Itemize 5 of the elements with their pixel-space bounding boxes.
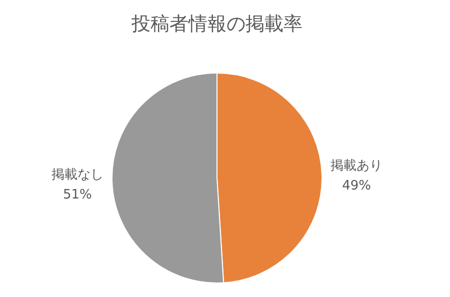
slice-label: 掲載あり <box>330 158 383 174</box>
chart-title: 投稿者情報の掲載率 <box>130 13 302 35</box>
data-label: 49% <box>342 178 372 194</box>
slice-label: 掲載なし <box>51 167 104 182</box>
data-label: 51% <box>62 187 92 202</box>
